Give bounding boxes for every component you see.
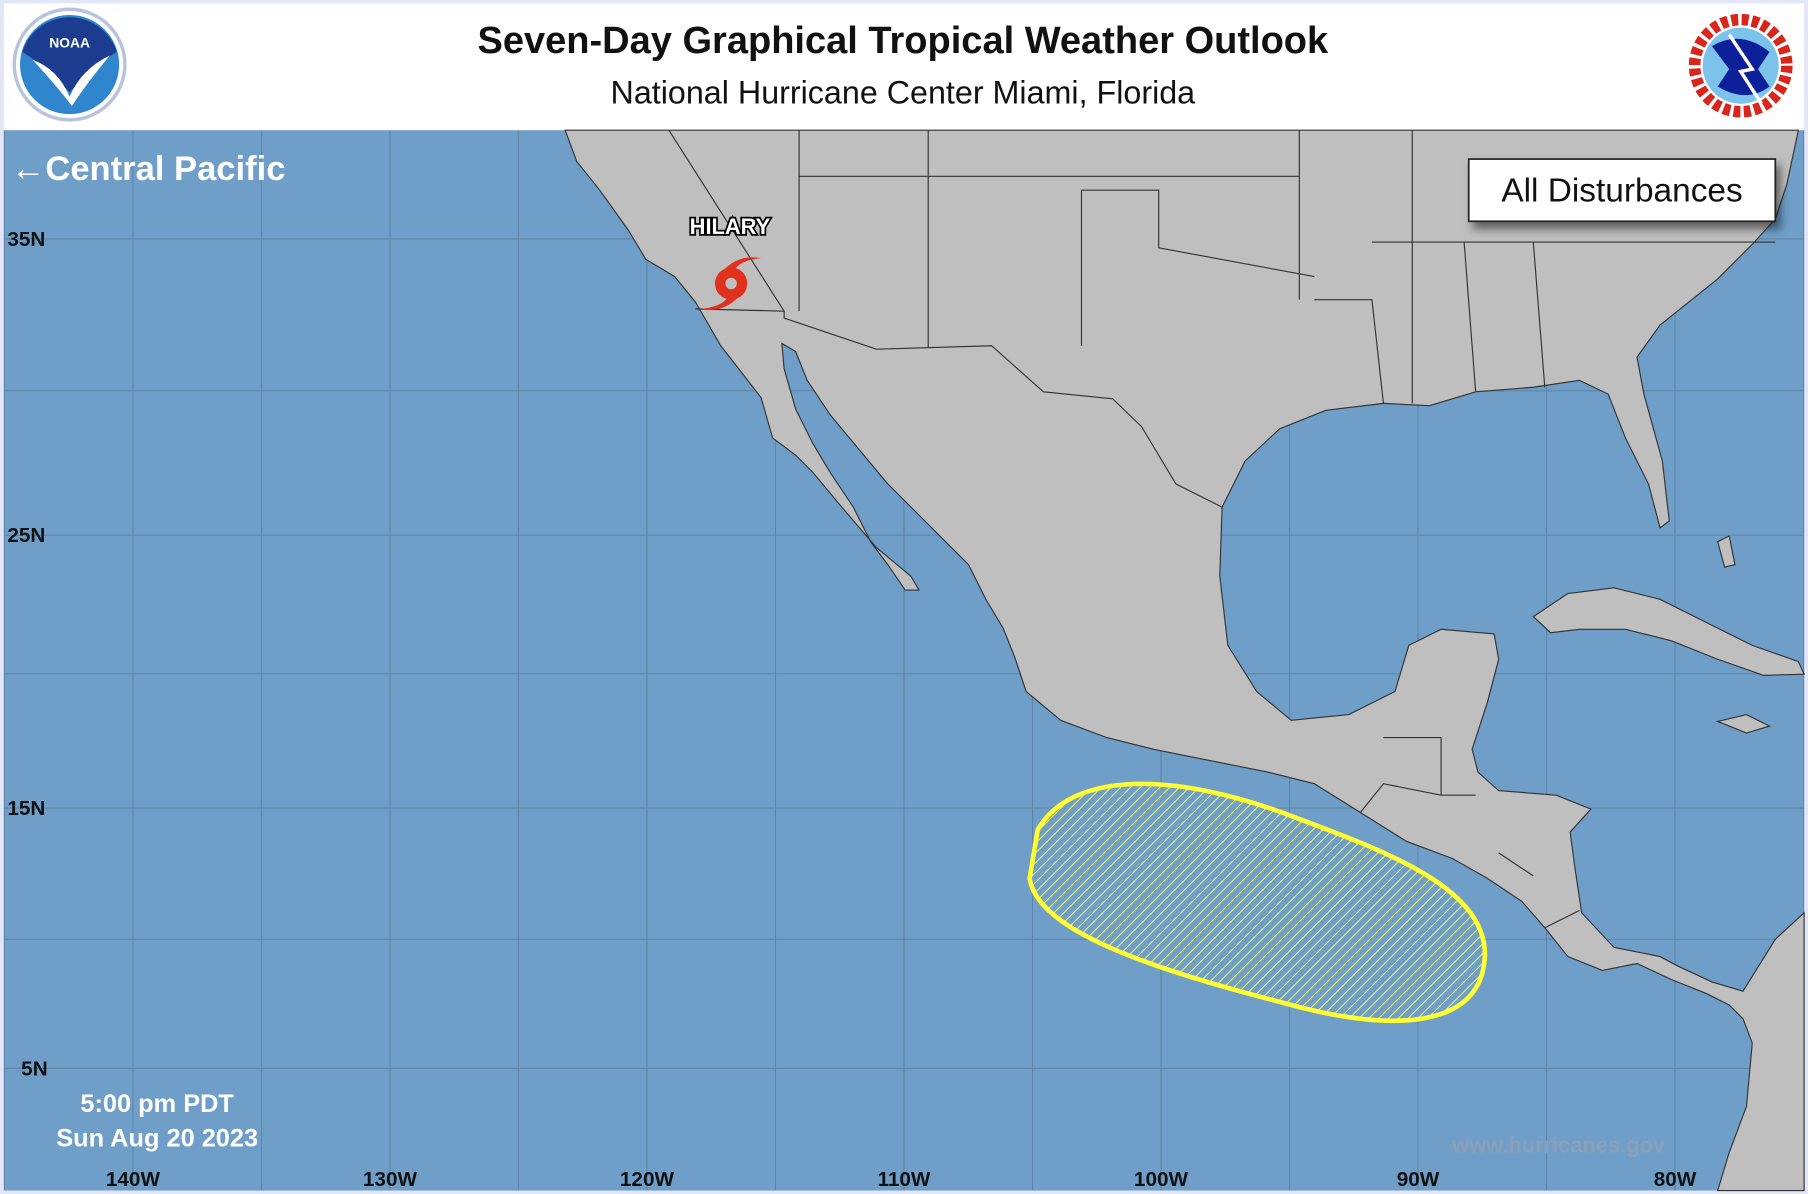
- longitude-label: 120W: [620, 1168, 675, 1191]
- nws-logo: [1685, 10, 1797, 122]
- map-area[interactable]: 140W 130W 120W 110W 100W 90W 80W 35N 25N 15N 5N H…: [3, 129, 1805, 1192]
- latitude-label: 25N: [7, 524, 45, 547]
- latitude-label: 35N: [7, 228, 45, 251]
- bahamas: [1716, 535, 1736, 568]
- website-watermark: www.hurricanes.gov: [1451, 1133, 1666, 1158]
- arrow-left-icon: ←: [11, 150, 46, 188]
- page-subtitle: National Hurricane Center Miami, Florida: [611, 75, 1196, 111]
- longitude-labels: 140W 130W 120W 110W 100W 90W 80W: [106, 1168, 1697, 1191]
- central-pacific-label: Central Pacific: [45, 150, 285, 188]
- all-disturbances-button[interactable]: All Disturbances: [1467, 158, 1777, 223]
- latitude-labels: 35N 25N 15N 5N: [7, 228, 47, 1080]
- latitude-label: 15N: [7, 797, 45, 820]
- storm-hilary[interactable]: HILARY: [688, 212, 772, 310]
- north-america-landmass: [564, 129, 1805, 1192]
- longitude-label: 80W: [1654, 1168, 1697, 1191]
- svg-text:NOAA: NOAA: [49, 34, 90, 50]
- page-title: Seven-Day Graphical Tropical Weather Out…: [478, 20, 1330, 62]
- land: [564, 129, 1805, 1192]
- noaa-logo: NOAA: [12, 7, 127, 122]
- timestamp-date: Sun Aug 20 2023: [56, 1125, 258, 1153]
- borders: [668, 129, 1776, 929]
- disturbance-area[interactable]: [1027, 781, 1488, 1024]
- jamaica: [1715, 713, 1772, 734]
- central-pacific-link[interactable]: ←Central Pacific: [11, 150, 286, 188]
- storm-name: HILARY: [690, 214, 771, 239]
- timestamp-time: 5:00 pm PDT: [80, 1090, 234, 1118]
- tropical-storm-icon: [701, 257, 762, 310]
- latitude-label: 5N: [21, 1057, 48, 1080]
- svg-text:←Central Pacific: ←Central Pacific: [11, 150, 286, 188]
- cuba: [1532, 587, 1805, 676]
- longitude-label: 90W: [1397, 1168, 1440, 1191]
- longitude-label: 110W: [877, 1168, 930, 1191]
- longitude-label: 100W: [1134, 1168, 1189, 1191]
- longitude-label: 130W: [363, 1168, 418, 1191]
- all-disturbances-label: All Disturbances: [1501, 173, 1742, 210]
- header-bar: [3, 3, 1805, 131]
- longitude-label: 140W: [106, 1168, 161, 1191]
